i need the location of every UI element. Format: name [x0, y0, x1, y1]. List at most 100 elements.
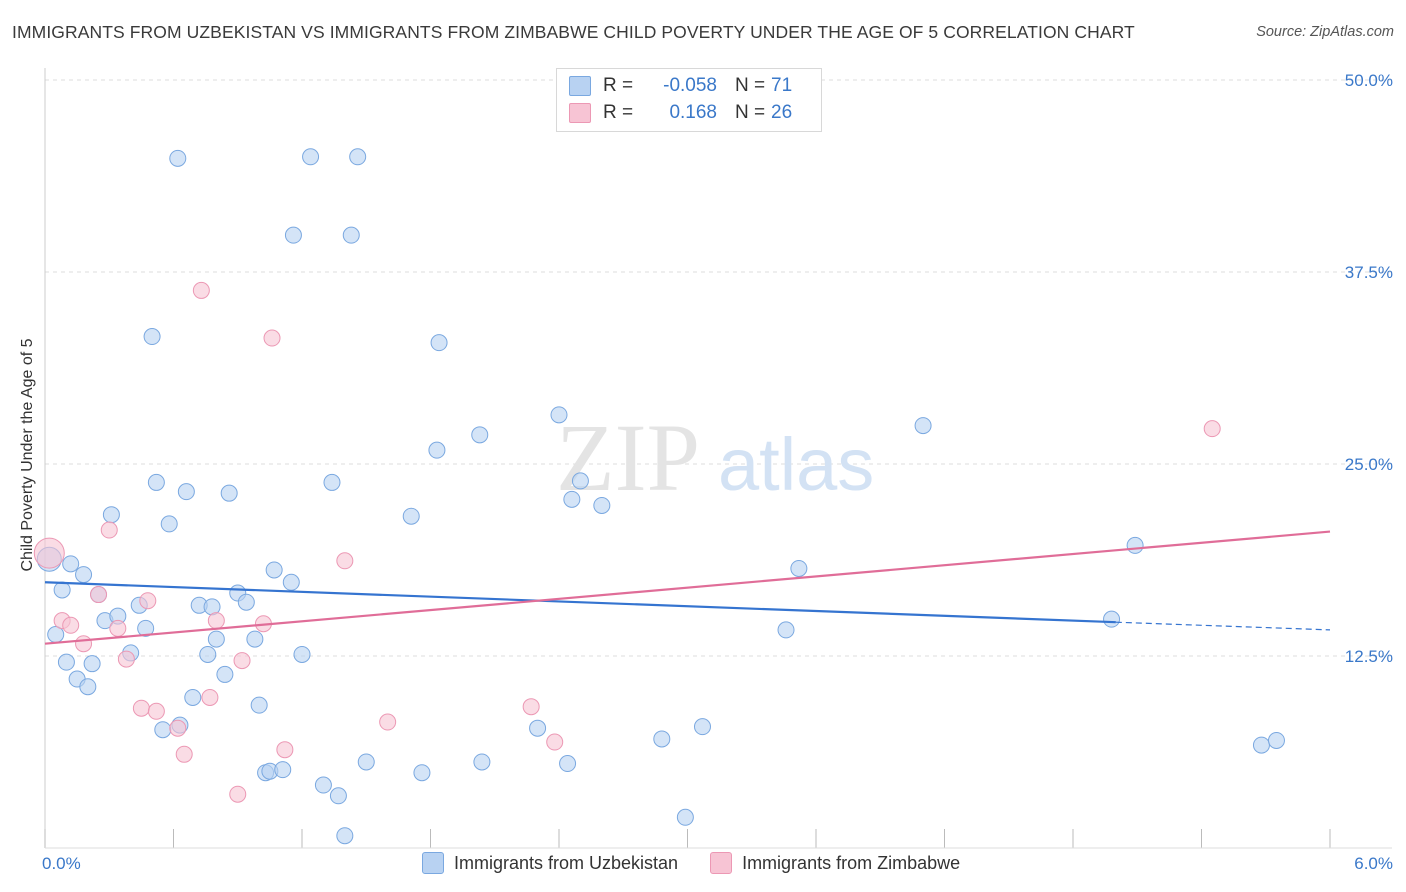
- zimbabwe-point: [169, 719, 187, 737]
- zimbabwe-point: [117, 650, 135, 668]
- y-tick-label: 12.5%: [1345, 647, 1393, 666]
- zimbabwe-point: [263, 329, 281, 347]
- data-points: [33, 148, 1285, 845]
- uzbekistan-point: [777, 621, 795, 639]
- r-value-uzbekistan: -0.058: [663, 75, 717, 96]
- watermark-zip: ZIP: [556, 404, 700, 511]
- legend-row-uzbekistan: R = -0.058 N = 71: [569, 73, 792, 99]
- uzbekistan-swatch: [569, 76, 591, 96]
- uzbekistan-point: [676, 808, 694, 826]
- uzbekistan-point: [402, 507, 420, 525]
- uzbekistan-point: [160, 515, 178, 533]
- uzbekistan-point: [1126, 536, 1144, 554]
- uzbekistan-point: [184, 688, 202, 706]
- zimbabwe-point: [276, 741, 294, 759]
- legend-row-zimbabwe: R = 0.168 N = 26: [569, 100, 792, 126]
- uzbekistan-point: [302, 148, 320, 166]
- uzbekistan-point: [137, 619, 155, 637]
- axes: [44, 68, 1392, 849]
- uzbekistan-point: [653, 730, 671, 748]
- tick-labels: 12.5% 25.0% 37.5% 50.0% 0.0% 6.0%: [42, 71, 1393, 873]
- uzbekistan-point: [430, 334, 448, 352]
- uzbekistan-point: [62, 555, 80, 573]
- x-tick-label: 0.0%: [42, 854, 81, 873]
- zimbabwe-swatch: [569, 103, 591, 123]
- uzbekistan-point: [154, 721, 172, 739]
- uzbekistan-point: [471, 426, 489, 444]
- uzbekistan-point: [563, 490, 581, 508]
- y-tick-label: 50.0%: [1345, 71, 1393, 90]
- uzbekistan-point: [428, 441, 446, 459]
- uzbekistan-point: [473, 753, 491, 771]
- uzbekistan-point: [199, 645, 217, 663]
- zimbabwe-point: [33, 537, 65, 569]
- zimbabwe-point: [336, 552, 354, 570]
- legend-item-zimbabwe: Immigrants from Zimbabwe: [710, 852, 960, 874]
- n-label: N =: [735, 102, 766, 123]
- uzbekistan-point: [914, 417, 932, 435]
- zimbabwe-point: [90, 586, 108, 604]
- x-tick-label: 6.0%: [1354, 854, 1393, 873]
- uzbekistan-point: [559, 755, 577, 773]
- uzbekistan-point: [246, 630, 264, 648]
- zimbabwe-point: [75, 635, 93, 653]
- legend-label-uzbekistan: Immigrants from Uzbekistan: [454, 852, 679, 873]
- watermark-atlas: atlas: [718, 423, 874, 506]
- uzbekistan-point: [79, 678, 97, 696]
- uzbekistan-point: [1103, 610, 1121, 628]
- uzbekistan-point: [323, 473, 341, 491]
- zimbabwe-trend-line: [44, 530, 1331, 645]
- uzbekistan-point: [529, 719, 547, 737]
- zimbabwe-point: [201, 688, 219, 706]
- zimbabwe-point: [207, 612, 225, 630]
- uzbekistan-point: [357, 753, 375, 771]
- uzbekistan-point: [293, 645, 311, 663]
- uzbekistan-point: [265, 561, 283, 579]
- zimbabwe-point: [229, 785, 247, 803]
- r-value-zimbabwe: 0.168: [669, 102, 717, 123]
- uzbekistan-point: [53, 581, 71, 599]
- zimbabwe-legend-swatch: [710, 852, 733, 874]
- r-label: R =: [603, 102, 634, 123]
- uzbekistan-point: [413, 764, 431, 782]
- zimbabwe-point: [147, 702, 165, 720]
- uzbekistan-point: [75, 566, 93, 584]
- uzbekistan-point: [593, 496, 611, 514]
- zimbabwe-point: [522, 698, 540, 716]
- zimbabwe-point: [100, 521, 118, 539]
- uzbekistan-point: [336, 827, 354, 845]
- legend-item-uzbekistan: Immigrants from Uzbekistan: [422, 852, 678, 874]
- uzbekistan-point: [147, 473, 165, 491]
- uzbekistan-point: [57, 653, 75, 671]
- uzbekistan-point: [250, 696, 268, 714]
- zimbabwe-point: [192, 281, 210, 299]
- n-value-uzbekistan: 71: [771, 75, 793, 96]
- zimbabwe-point: [109, 619, 127, 637]
- zimbabwe-point: [546, 733, 564, 751]
- uzbekistan-point: [169, 149, 187, 167]
- uzbekistan-point: [1267, 731, 1285, 749]
- zimbabwe-point: [1203, 420, 1221, 438]
- zimbabwe-point: [233, 652, 251, 670]
- zimbabwe-point: [379, 713, 397, 731]
- y-tick-label: 25.0%: [1345, 455, 1393, 474]
- series-legend: Immigrants from Uzbekistan Immigrants fr…: [422, 852, 992, 874]
- uzbekistan-point: [1252, 736, 1270, 754]
- uzbekistan-point: [216, 665, 234, 683]
- trend-lines: [44, 530, 1331, 645]
- uzbekistan-point: [790, 559, 808, 577]
- legend-label-zimbabwe: Immigrants from Zimbabwe: [742, 852, 961, 873]
- uzbekistan-point: [177, 483, 195, 501]
- zimbabwe-point: [139, 592, 157, 610]
- watermark: ZIP atlas: [556, 404, 874, 511]
- zimbabwe-point: [62, 616, 80, 634]
- uzbekistan-point: [571, 472, 589, 490]
- uzbekistan-trend-extension: [1115, 621, 1331, 631]
- y-tick-label: 37.5%: [1345, 263, 1393, 282]
- uzbekistan-point: [207, 630, 225, 648]
- uzbekistan-point: [102, 506, 120, 524]
- r-label: R =: [603, 75, 634, 96]
- stats-legend: R = -0.058 N = 71 R = 0.168 N = 26: [556, 68, 822, 132]
- zimbabwe-point: [132, 699, 150, 717]
